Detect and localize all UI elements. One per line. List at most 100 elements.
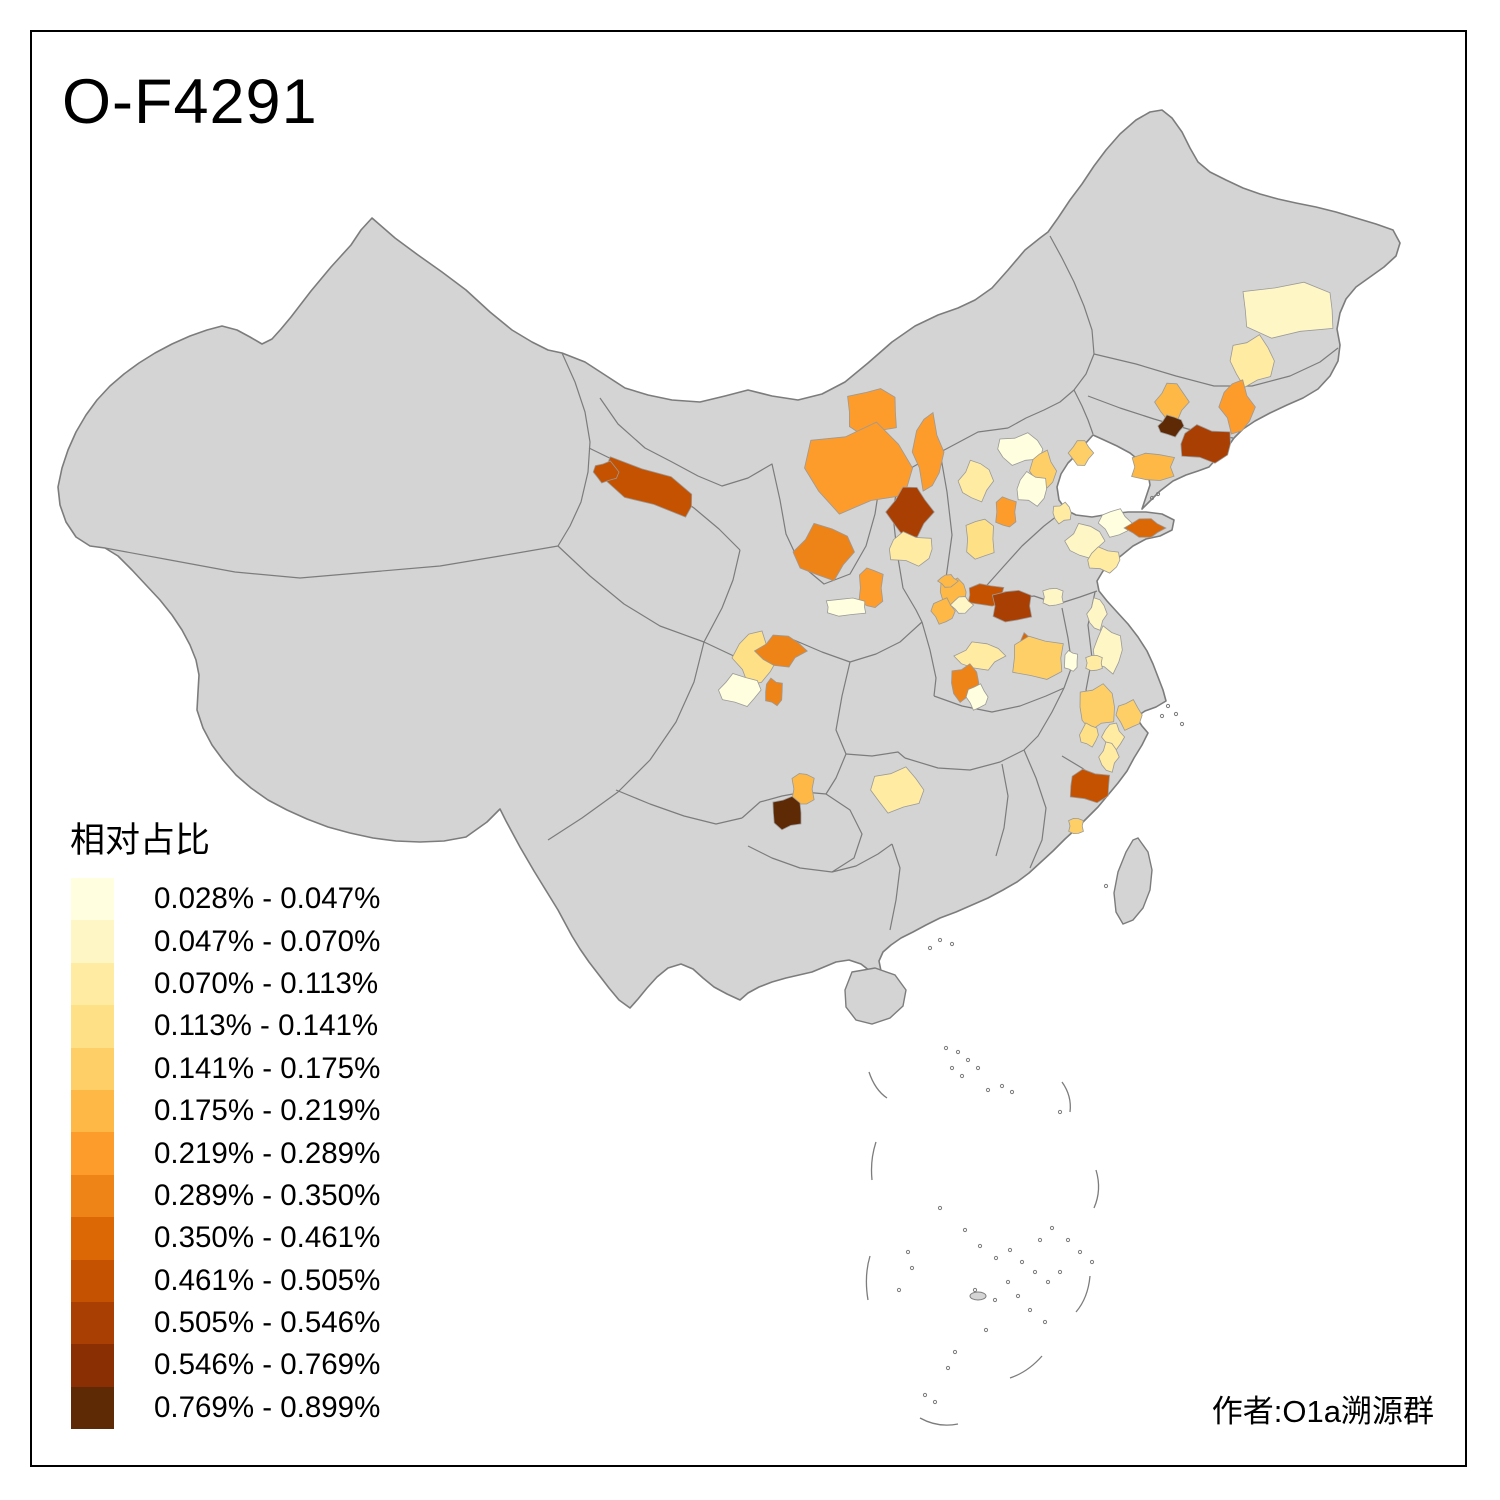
map-region-patch: [936, 574, 960, 588]
legend-color-swatch: [71, 1344, 114, 1387]
small-island-dot: [1032, 1269, 1038, 1275]
map-region-patch: [1131, 452, 1176, 481]
small-island-dot: [992, 1297, 998, 1303]
map-region-patch: [1079, 683, 1115, 732]
map-region-patch: [1154, 382, 1190, 422]
province-boundary-line: [547, 641, 705, 841]
map-region-patch: [1157, 414, 1185, 438]
legend-bin-label: 0.219% - 0.289%: [154, 1136, 381, 1170]
small-island-dot: [1009, 1089, 1015, 1095]
map-region-patch: [997, 432, 1044, 466]
legend-item: 0.461% - 0.505%: [71, 1259, 381, 1302]
map-region-patch: [772, 795, 802, 831]
legend-color-swatch: [71, 1089, 114, 1133]
map-region-patch: [995, 496, 1017, 528]
map-region-patch: [1012, 635, 1064, 680]
map-region-patch: [930, 597, 956, 625]
legend-color-swatch: [71, 920, 114, 963]
map-region-patch: [765, 677, 783, 707]
sea-boundary-dash: [865, 1255, 871, 1301]
small-island-dot: [896, 1287, 902, 1293]
small-island-dot: [909, 1265, 915, 1271]
small-island-dot: [1042, 1319, 1048, 1325]
map-region-patch: [870, 766, 925, 814]
small-island-dot: [1089, 1259, 1095, 1265]
legend-color-swatch: [71, 1005, 114, 1048]
map-region-patch: [965, 518, 995, 560]
legend-item: 0.219% - 0.289%: [71, 1132, 381, 1175]
small-island-dot: [927, 945, 933, 951]
map-region-patch: [1123, 518, 1167, 538]
province-boundary-line: [615, 789, 743, 825]
small-island-dot: [1057, 1269, 1063, 1275]
small-island-shape: [969, 1291, 987, 1301]
small-island-dot: [1019, 1259, 1025, 1265]
small-island-dot: [1149, 495, 1155, 501]
province-boundary-line: [845, 751, 906, 759]
page-title: O-F4291: [62, 67, 318, 137]
map-region-patch: [888, 531, 933, 567]
small-island-dot: [1103, 883, 1109, 889]
legend-rows: 0.028% - 0.047% 0.047% - 0.070% 0.070% - 0…: [71, 878, 381, 1430]
map-region-patch: [949, 596, 975, 614]
small-island-dot: [1173, 711, 1179, 717]
legend-item: 0.546% - 0.769%: [71, 1344, 381, 1387]
legend-item: 0.289% - 0.350%: [71, 1174, 380, 1218]
province-boundary-line: [599, 397, 891, 585]
province-boundary-line: [933, 687, 1065, 713]
map-region-patch: [991, 589, 1033, 623]
map-region-patch: [1229, 334, 1275, 388]
legend-bin-label: 0.047% - 0.070%: [154, 924, 381, 958]
legend-item: 0.175% - 0.219%: [71, 1089, 380, 1133]
small-island-dot: [975, 1065, 981, 1071]
hainan-island-shape: [844, 967, 907, 1025]
map-region-patch: [731, 630, 779, 686]
legend-item: 0.047% - 0.070%: [71, 920, 381, 963]
legend-bin-label: 0.461% - 0.505%: [154, 1263, 381, 1297]
province-boundary-line: [921, 621, 937, 697]
legend-color-swatch: [71, 1174, 114, 1218]
province-boundary-line: [747, 845, 833, 873]
sea-boundary-dash: [1009, 1355, 1043, 1379]
legend-item: 0.350% - 0.461%: [71, 1217, 380, 1260]
attribution-text: 作者:O1a溯源群: [1211, 1394, 1434, 1429]
small-island-dot: [905, 1249, 911, 1255]
province-boundary-line: [1023, 687, 1065, 751]
small-island-dot: [937, 937, 943, 943]
province-boundary-line: [1007, 235, 1095, 429]
map-region-patch: [1097, 508, 1133, 538]
map-region-patch: [1086, 597, 1108, 631]
legend-bin-label: 0.505% - 0.546%: [154, 1306, 381, 1340]
small-island-dot: [999, 1083, 1005, 1089]
legend-bin-label: 0.546% - 0.769%: [154, 1348, 381, 1382]
small-island-dot: [937, 1205, 943, 1211]
province-boundary-line: [831, 843, 893, 873]
map-region-patch: [792, 522, 855, 582]
legend-color-swatch: [71, 1386, 114, 1430]
small-island-dot: [1045, 1279, 1051, 1285]
legend-title: 相对占比: [70, 821, 211, 860]
legend: 相对占比 0.028% - 0.047% 0.047% - 0.070% 0.070…: [68, 812, 380, 1430]
small-island-dot: [985, 1087, 991, 1093]
map-region-patch: [1042, 587, 1064, 607]
small-island-dot: [1065, 1237, 1071, 1243]
province-boundary-line: [557, 352, 591, 547]
map-region-patch: [847, 388, 897, 437]
sea-boundary-dash: [919, 1417, 959, 1426]
small-island-dot: [932, 1399, 938, 1405]
map-region-patch: [1063, 649, 1079, 672]
sea-boundary-dash: [1093, 1169, 1100, 1209]
map-region-patch: [1242, 281, 1334, 339]
province-boundary-line: [835, 661, 851, 755]
map-region-patch: [804, 421, 914, 515]
map-region-patch: [718, 673, 762, 707]
map-region-patch: [1016, 470, 1048, 507]
small-island-dot: [965, 1057, 971, 1063]
sea-boundary-dash: [870, 1141, 877, 1181]
map-region-patch: [1069, 768, 1111, 804]
small-island-dot: [993, 1255, 999, 1261]
map-region-patch: [858, 567, 884, 609]
small-island-dot: [983, 1327, 989, 1333]
legend-color-swatch: [71, 1132, 114, 1175]
